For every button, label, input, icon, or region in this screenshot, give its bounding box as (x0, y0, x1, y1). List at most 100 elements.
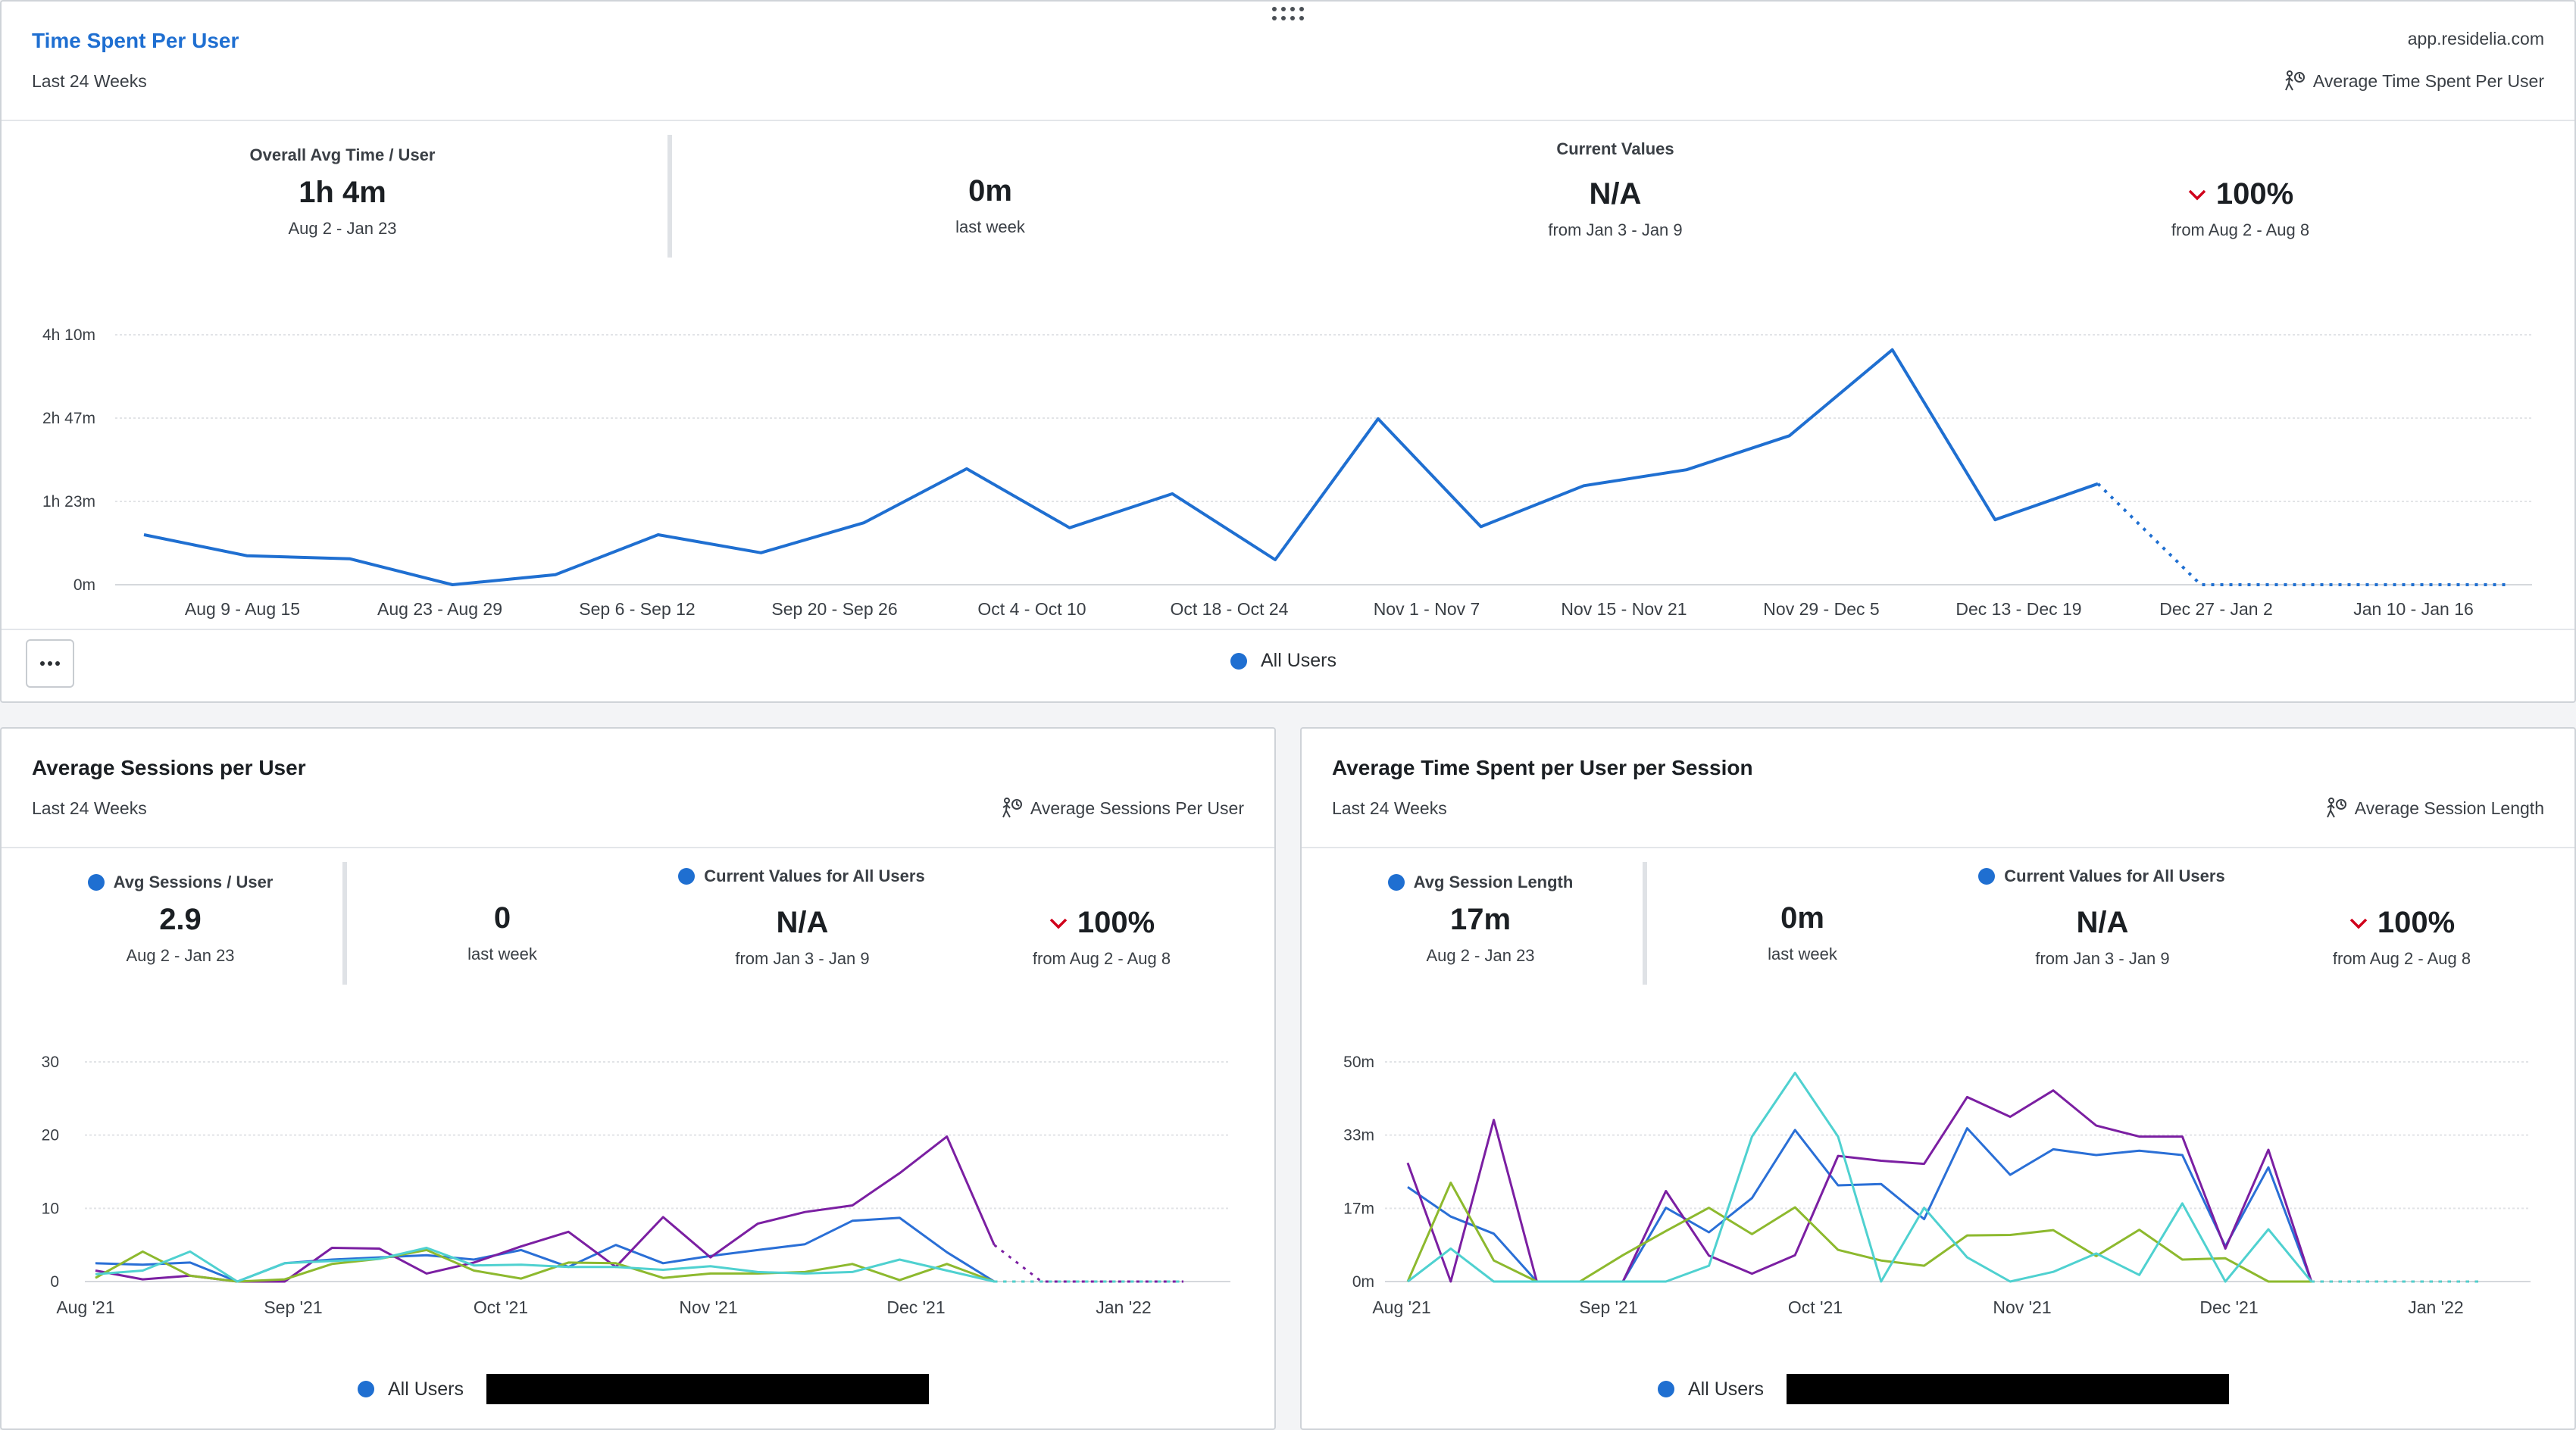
card-header: Average Sessions per User Last 24 Weeks … (2, 729, 1274, 848)
current-values-heading: Current Values for All Users (1912, 866, 2291, 886)
metric-divider (342, 862, 347, 985)
y-tick-label: 10 (42, 1200, 59, 1217)
y-tick-label: 30 (42, 1054, 59, 1071)
legend-label: All Users (388, 1378, 464, 1400)
metric-link[interactable]: Average Time Spent Per User (2283, 70, 2544, 92)
last-week-metric: 0 last week (389, 891, 616, 964)
current-value: N/A (776, 906, 829, 939)
series-dot (678, 868, 696, 885)
projected-series-line (2096, 482, 2509, 586)
current-metric: N/A from Jan 3 - Jan 9 (1464, 167, 1767, 240)
x-tick-label: Oct '21 (1788, 1297, 1843, 1317)
current-range: from Jan 3 - Jan 9 (1548, 220, 1683, 239)
current-range: from Jan 3 - Jan 9 (2035, 949, 2170, 968)
card-header: Time Spent Per User Last 24 Weeks app.re… (2, 2, 2574, 121)
redacted-block (1787, 1374, 2230, 1404)
x-tick-label: Sep '21 (1579, 1297, 1637, 1317)
y-tick-label: 0m (73, 576, 95, 594)
last-week-value: 0m (1780, 901, 1824, 935)
x-tick-label: Dec 27 - Jan 2 (2159, 599, 2273, 619)
y-tick-label: 1h 23m (42, 493, 95, 510)
change-range: from Aug 2 - Aug 8 (2171, 220, 2310, 239)
current-value: N/A (1589, 177, 1642, 211)
chart-title: Average Time Spent per User per Session (1332, 756, 1753, 779)
change-metric: 100% from Aug 2 - Aug 8 (2288, 895, 2515, 969)
x-tick-label: Jan '22 (1096, 1297, 1151, 1317)
y-tick-label: 0 (50, 1273, 59, 1291)
current-values-label: Current Values (1556, 139, 1674, 158)
metric-link-label: Average Session Length (2354, 798, 2544, 818)
series-dot (1978, 868, 1996, 885)
more-horizontal-icon (48, 661, 52, 666)
change-value-row: 100% (988, 906, 1215, 940)
current-metric: N/A from Jan 3 - Jan 9 (1989, 895, 2216, 969)
chart-legend[interactable]: All Users (358, 1374, 930, 1404)
last-week-label: last week (955, 217, 1025, 236)
overall-range: Aug 2 - Jan 23 (126, 946, 235, 965)
legend-label: All Users (1688, 1378, 1765, 1400)
overall-label: Overall Avg Time / User (249, 145, 436, 164)
chart-legend[interactable]: All Users (1658, 1374, 2230, 1404)
y-tick-label: 17m (1343, 1200, 1374, 1217)
series-line (95, 1247, 995, 1283)
down-arrow-icon (1049, 918, 1068, 929)
overall-label-row: Avg Sessions / User (29, 873, 332, 892)
chart-legend[interactable]: All Users (1230, 650, 1336, 672)
walking-person-clock-icon (2326, 798, 2346, 818)
x-tick-label: Dec '21 (2199, 1297, 2258, 1317)
metric-link-label: Average Sessions Per User (1030, 798, 1244, 818)
overall-label: Avg Session Length (1413, 873, 1574, 891)
current-range: from Jan 3 - Jan 9 (735, 949, 870, 968)
legend-separator (2, 629, 2574, 630)
chart-title-link[interactable]: Time Spent Per User (32, 29, 239, 52)
x-tick-label: Oct 18 - Oct 24 (1171, 599, 1289, 619)
overall-label: Avg Sessions / User (113, 873, 274, 891)
change-metric: 100% from Aug 2 - Aug 8 (988, 895, 1215, 969)
last-week-metric: 0m last week (1689, 891, 1916, 964)
change-value: 100% (2215, 177, 2294, 211)
down-arrow-icon (2188, 189, 2206, 200)
series-line (143, 348, 2099, 586)
avg-session-length-card: Average Time Spent per User per Session … (1300, 727, 2576, 1430)
x-tick-label: Jan 10 - Jan 16 (2353, 599, 2474, 619)
current-value: N/A (2076, 906, 2129, 939)
change-value-row: 100% (2089, 177, 2392, 211)
overall-metric: Avg Session Length 17m Aug 2 - Jan 23 (1329, 873, 1632, 966)
change-value: 100% (1077, 906, 1155, 939)
x-tick-label: Dec '21 (886, 1297, 945, 1317)
last-week-value: 0 (493, 901, 511, 935)
walking-person-clock-icon (1002, 798, 1022, 818)
metric-link[interactable]: Average Sessions Per User (1000, 797, 1244, 820)
down-arrow-icon (2349, 918, 2368, 929)
overall-value: 1h 4m (299, 176, 386, 209)
y-tick-label: 2h 47m (42, 410, 95, 427)
x-tick-label: Sep '21 (264, 1297, 322, 1317)
change-value-row: 100% (2288, 906, 2515, 940)
legend-dot (358, 1381, 374, 1397)
series-line (1406, 1089, 2313, 1283)
avg-sessions-line-chart: 0 10 20 30 Aug '21 Sep '21 Oct '21 Nov '21 Dec '… (42, 1054, 1230, 1317)
series-line (95, 1216, 996, 1283)
x-tick-label: Nov 15 - Nov 21 (1561, 599, 1687, 619)
x-tick-label: Nov '21 (679, 1297, 737, 1317)
current-values-label-row: Current Values for All Users (1912, 866, 2291, 886)
current-values-label: Current Values for All Users (2004, 866, 2225, 885)
x-tick-label: Oct 4 - Oct 10 (977, 599, 1086, 619)
legend-dot (1658, 1381, 1674, 1397)
time-spent-line-chart: 0m 1h 23m 2h 47m 4h 10m Aug 9 - Aug 15 Aug 23… (42, 326, 2532, 619)
last-week-value: 0m (968, 174, 1012, 208)
x-tick-label: Sep 6 - Sep 12 (579, 599, 695, 619)
more-options-button[interactable] (26, 639, 74, 688)
change-metric: 100% from Aug 2 - Aug 8 (2089, 167, 2392, 240)
domain-text: app.residelia.com (2407, 29, 2544, 48)
drag-handle-icon[interactable] (1270, 5, 1306, 23)
x-tick-label: Sep 20 - Sep 26 (771, 599, 897, 619)
avg-sessions-card: Average Sessions per User Last 24 Weeks … (0, 727, 1276, 1430)
series-dot (87, 874, 105, 891)
series-line (1406, 1182, 2312, 1283)
more-horizontal-icon (40, 661, 45, 666)
metric-link[interactable]: Average Session Length (2324, 797, 2544, 820)
x-tick-label: Aug 9 - Aug 15 (185, 599, 300, 619)
metric-divider (667, 135, 672, 258)
y-tick-label: 33m (1343, 1127, 1374, 1144)
